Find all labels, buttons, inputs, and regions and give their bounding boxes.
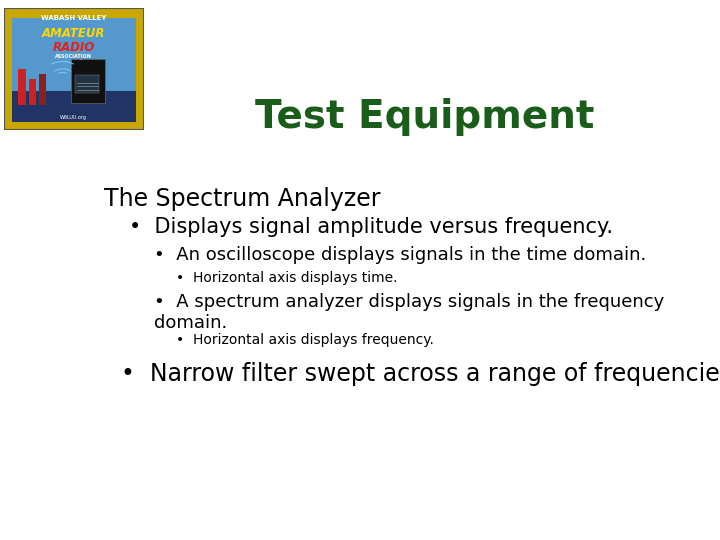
Text: ASSOCIATION: ASSOCIATION <box>55 55 92 59</box>
Text: The Spectrum Analyzer: The Spectrum Analyzer <box>104 187 380 212</box>
Text: •  Horizontal axis displays frequency.: • Horizontal axis displays frequency. <box>176 333 434 347</box>
Text: Test Equipment: Test Equipment <box>255 98 595 136</box>
Text: •  An oscilloscope displays signals in the time domain.: • An oscilloscope displays signals in th… <box>154 246 647 264</box>
Bar <box>71 59 104 103</box>
Text: AMATEUR: AMATEUR <box>42 27 106 40</box>
FancyBboxPatch shape <box>4 8 144 130</box>
Text: •  Horizontal axis displays time.: • Horizontal axis displays time. <box>176 271 398 285</box>
Text: WABASH VALLEY: WABASH VALLEY <box>41 15 107 22</box>
Bar <box>12 18 135 91</box>
Bar <box>17 69 26 105</box>
Text: W9LUU.org: W9LUU.org <box>60 115 87 120</box>
Text: •  A spectrum analyzer displays signals in the frequency
domain.: • A spectrum analyzer displays signals i… <box>154 294 665 332</box>
Bar <box>29 78 36 105</box>
Text: •  Narrow filter swept across a range of frequencies.: • Narrow filter swept across a range of … <box>121 362 720 386</box>
Bar <box>12 91 135 122</box>
Text: RADIO: RADIO <box>53 41 95 54</box>
Bar <box>39 74 46 105</box>
Text: •  Displays signal amplitude versus frequency.: • Displays signal amplitude versus frequ… <box>129 217 613 237</box>
Bar <box>75 75 99 93</box>
